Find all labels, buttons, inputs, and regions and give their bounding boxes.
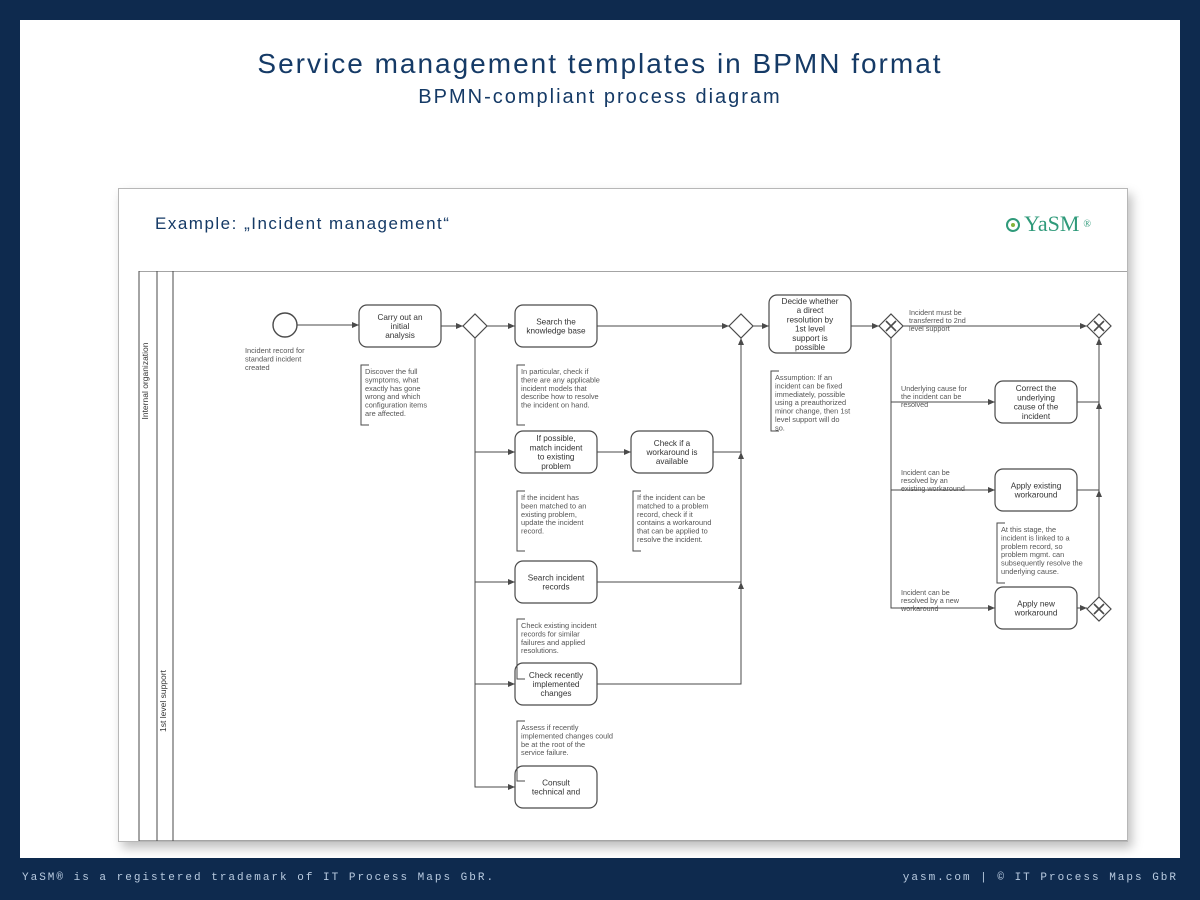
footer-left: YaSM® is a registered trademark of IT Pr… xyxy=(22,872,495,884)
bpmn-svg: Internal organization1st level supportIn… xyxy=(125,271,1128,842)
logo-reg: ® xyxy=(1083,219,1091,230)
logo-icon xyxy=(1006,218,1020,232)
title-block: Service management templates in BPMN for… xyxy=(20,20,1180,109)
yasm-logo: YaSM ® xyxy=(1006,211,1091,237)
bpmn-diagram: Internal organization1st level supportIn… xyxy=(125,271,1128,842)
page-footer: YaSM® is a registered trademark of IT Pr… xyxy=(0,862,1200,900)
page-frame: Service management templates in BPMN for… xyxy=(20,20,1180,858)
logo-text: YaSM xyxy=(1024,211,1079,237)
card-header: Example: „Incident management“ YaSM ® xyxy=(119,189,1127,245)
svg-text:Apply newworkaround: Apply newworkaround xyxy=(1014,599,1058,617)
example-label: Example: „Incident management“ xyxy=(155,214,450,234)
svg-text:Internal organization: Internal organization xyxy=(140,342,150,419)
page-title: Service management templates in BPMN for… xyxy=(20,48,1180,80)
footer-right: yasm.com | © IT Process Maps GbR xyxy=(903,872,1178,884)
page-subtitle: BPMN-compliant process diagram xyxy=(20,86,1180,109)
diagram-card: Example: „Incident management“ YaSM ® Int… xyxy=(118,188,1128,842)
svg-text:Assumption: If anincident can: Assumption: If anincident can be fixedim… xyxy=(775,373,850,432)
svg-text:1st level support: 1st level support xyxy=(158,669,168,732)
svg-text:Apply existingworkaround: Apply existingworkaround xyxy=(1011,481,1062,499)
svg-text:If the incident can bematched: If the incident can bematched to a probl… xyxy=(637,493,711,544)
